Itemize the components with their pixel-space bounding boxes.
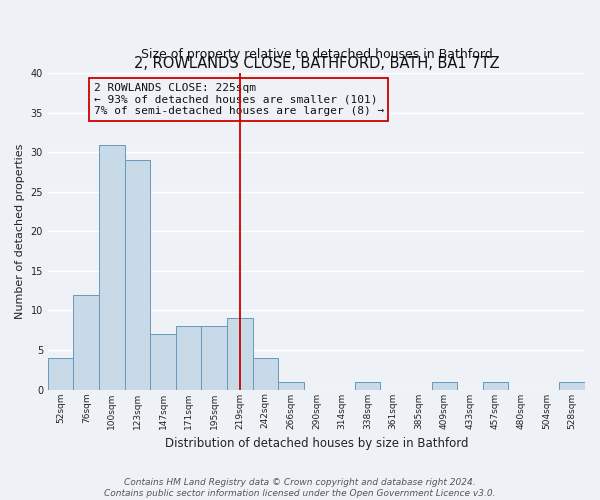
Bar — [48, 358, 73, 390]
Bar — [355, 382, 380, 390]
Bar — [559, 382, 585, 390]
Bar — [73, 294, 99, 390]
Title: 2, ROWLANDS CLOSE, BATHFORD, BATH, BA1 7TZ: 2, ROWLANDS CLOSE, BATHFORD, BATH, BA1 7… — [134, 56, 499, 71]
Bar — [176, 326, 202, 390]
Bar — [227, 318, 253, 390]
Bar — [202, 326, 227, 390]
Bar — [253, 358, 278, 390]
Text: Size of property relative to detached houses in Bathford: Size of property relative to detached ho… — [140, 48, 493, 61]
Bar — [125, 160, 150, 390]
Text: 2 ROWLANDS CLOSE: 225sqm
← 93% of detached houses are smaller (101)
7% of semi-d: 2 ROWLANDS CLOSE: 225sqm ← 93% of detach… — [94, 83, 384, 116]
Bar — [99, 144, 125, 390]
Bar — [278, 382, 304, 390]
Bar — [431, 382, 457, 390]
Text: Contains HM Land Registry data © Crown copyright and database right 2024.
Contai: Contains HM Land Registry data © Crown c… — [104, 478, 496, 498]
Bar — [150, 334, 176, 390]
X-axis label: Distribution of detached houses by size in Bathford: Distribution of detached houses by size … — [165, 437, 468, 450]
Bar — [482, 382, 508, 390]
Y-axis label: Number of detached properties: Number of detached properties — [15, 144, 25, 319]
